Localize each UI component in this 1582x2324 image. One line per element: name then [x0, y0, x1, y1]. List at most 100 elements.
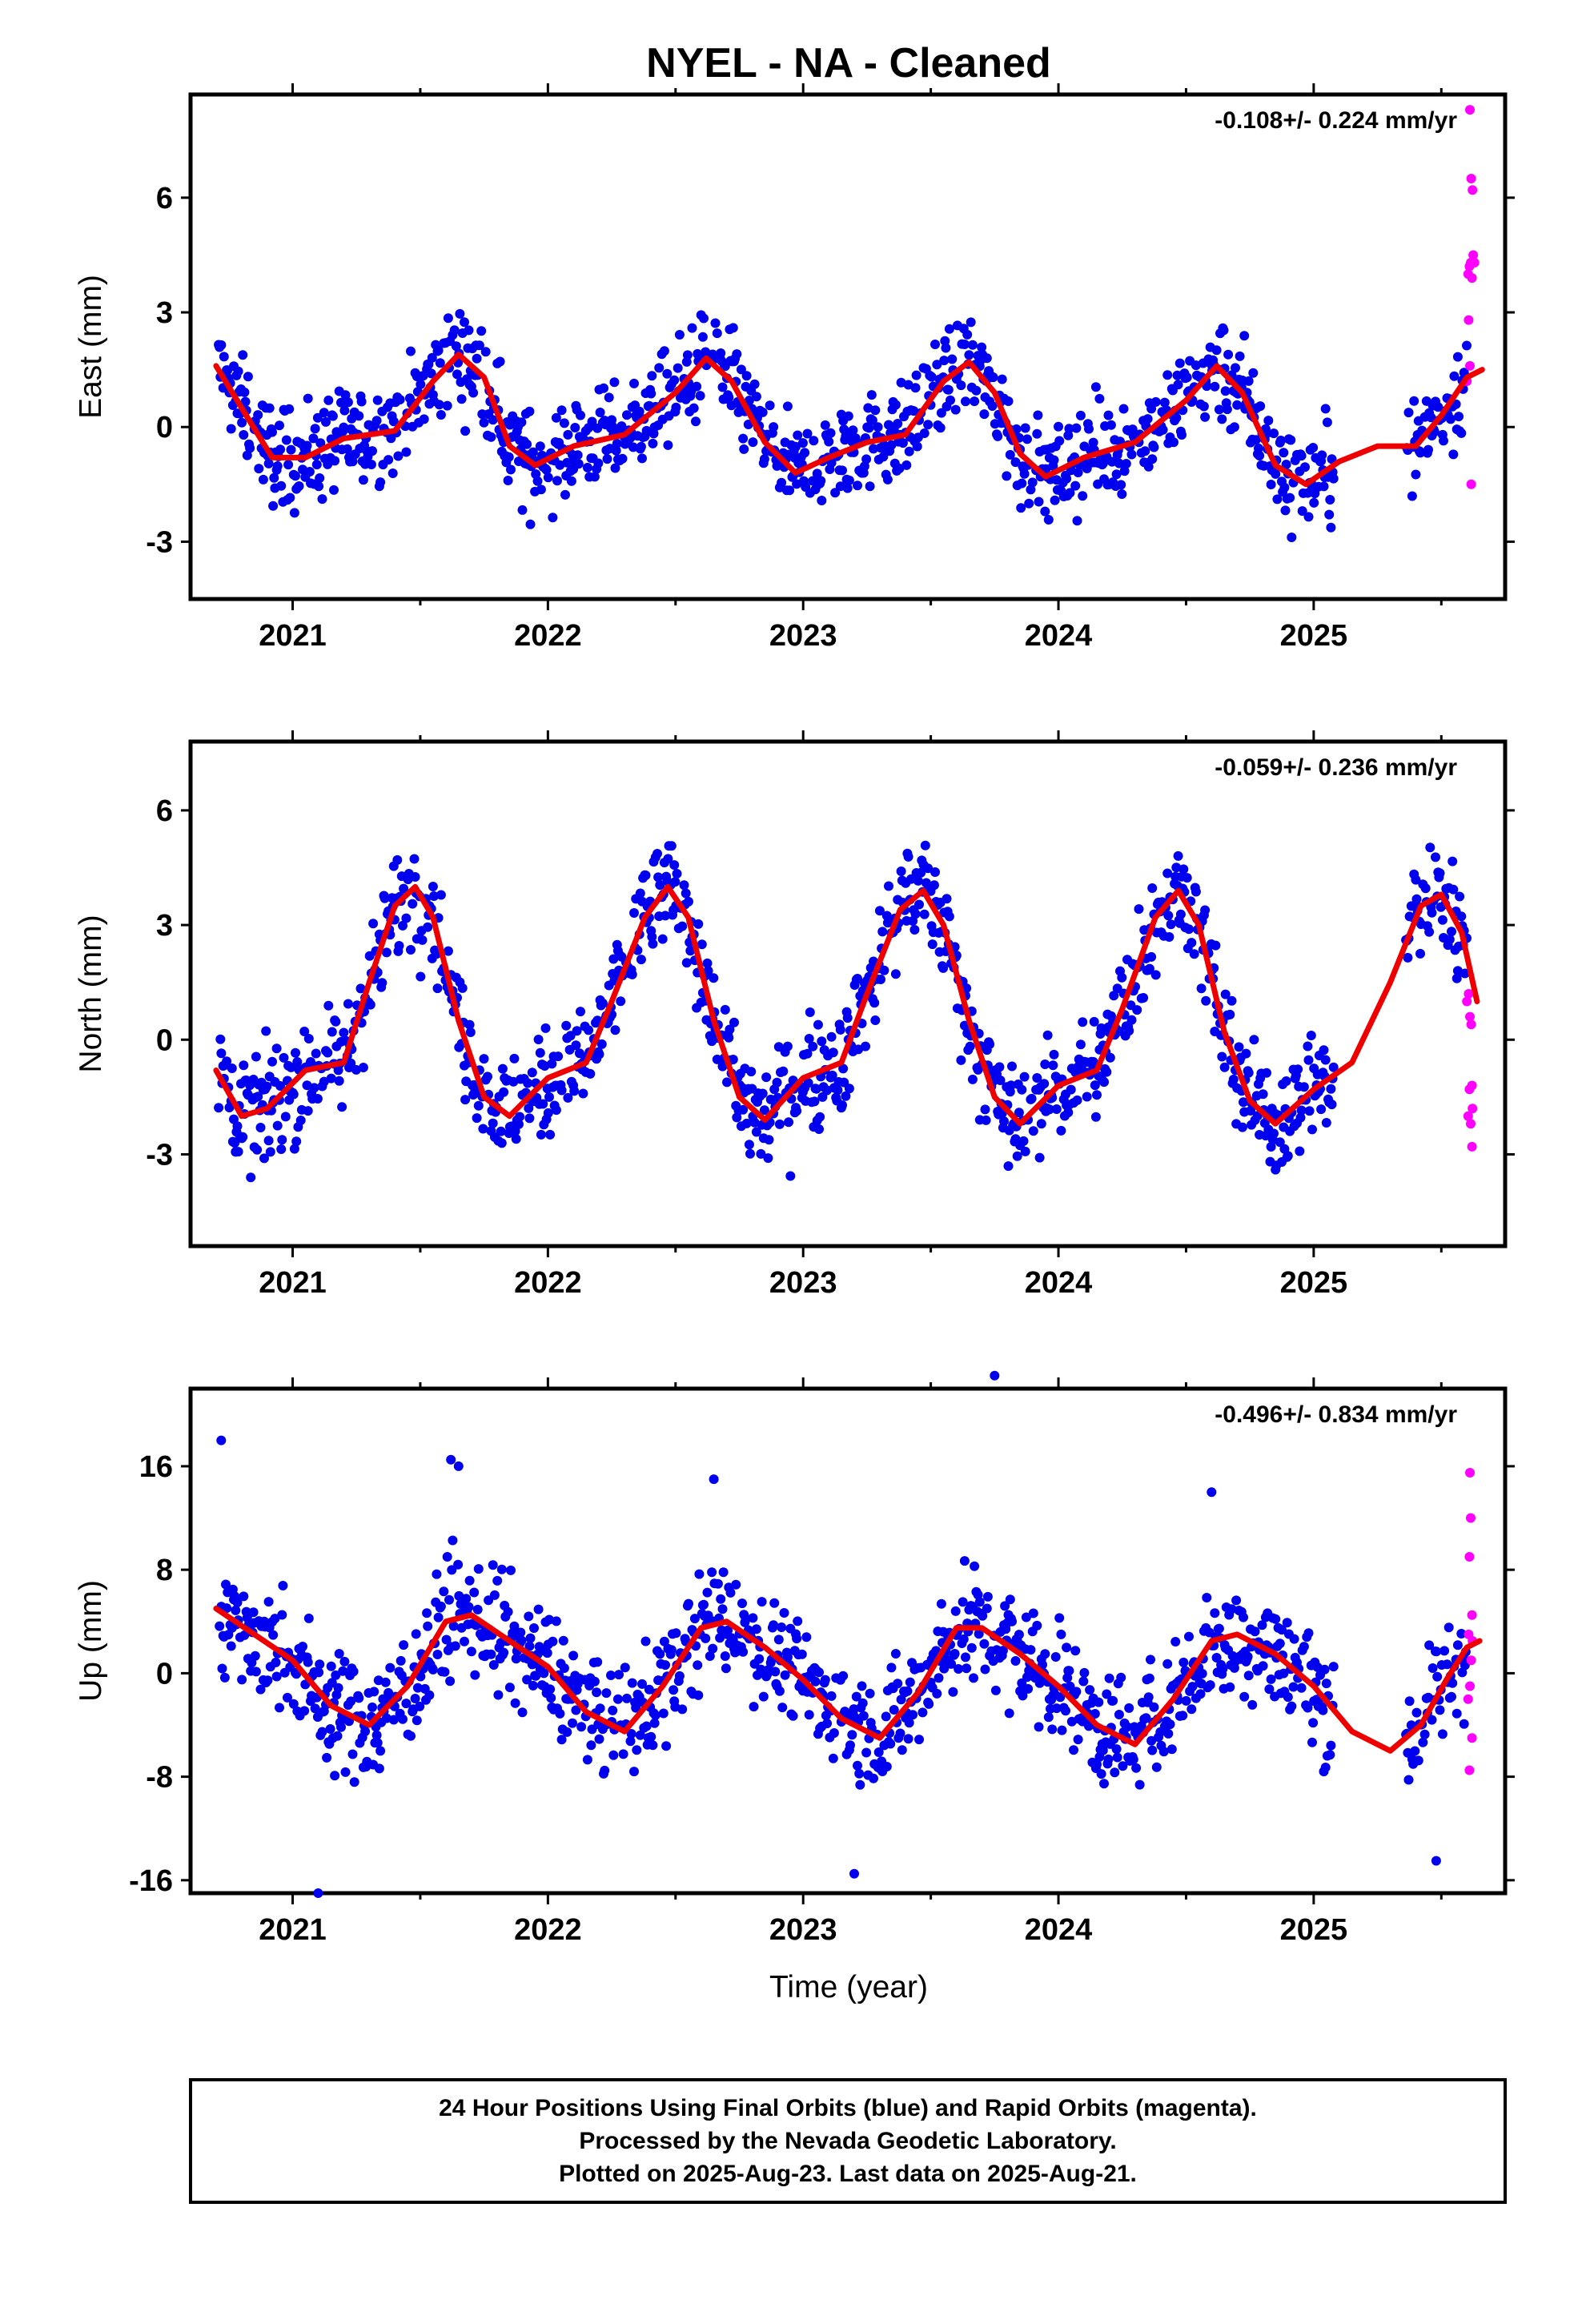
final-orbit-point [973, 1590, 983, 1600]
final-orbit-point [654, 363, 665, 373]
final-orbit-point [548, 513, 558, 523]
final-orbit-point [1325, 495, 1335, 505]
final-orbit-point [1021, 1612, 1031, 1622]
final-orbit-point [492, 1575, 503, 1586]
final-orbit-point [216, 1435, 227, 1445]
final-orbit-point [1158, 1747, 1169, 1757]
final-orbit-point [493, 1690, 504, 1700]
final-orbit-point [919, 909, 930, 919]
final-orbit-point [571, 1040, 581, 1051]
final-orbit-point [1279, 448, 1289, 458]
final-orbit-point [1219, 1062, 1230, 1072]
final-orbit-point [1321, 1679, 1331, 1689]
final-orbit-point [1432, 1671, 1443, 1682]
final-orbit-point [576, 410, 585, 420]
final-orbit-point [1090, 1080, 1100, 1091]
final-orbit-point [576, 1007, 585, 1017]
final-orbit-point [1078, 1017, 1088, 1027]
final-orbit-point [980, 1104, 990, 1115]
final-orbit-point [347, 456, 358, 467]
final-orbit-point [1094, 393, 1105, 404]
final-orbit-point [284, 404, 295, 414]
final-orbit-point [222, 1056, 232, 1067]
final-orbit-point [647, 371, 657, 381]
plot-frame [188, 92, 1508, 601]
final-orbit-point [1460, 968, 1470, 979]
final-orbit-point [893, 419, 903, 428]
final-orbit-point [1144, 1673, 1154, 1683]
final-orbit-point [432, 983, 443, 994]
final-orbit-point [434, 400, 444, 410]
final-orbit-point [371, 1730, 382, 1740]
rapid-orbit-point [1463, 1111, 1473, 1121]
final-orbit-point [239, 1630, 250, 1640]
final-orbit-point [275, 1081, 286, 1091]
final-orbit-point [1034, 497, 1044, 507]
final-orbit-point [1239, 1612, 1248, 1622]
final-orbit-point [527, 1068, 537, 1078]
final-orbit-point [317, 494, 327, 505]
final-orbit-point [967, 1074, 978, 1084]
final-orbit-point [354, 411, 364, 421]
final-orbit-point [950, 1649, 960, 1659]
final-orbit-point [543, 1108, 553, 1118]
final-orbit-point [388, 1715, 399, 1725]
final-orbit-point [238, 350, 248, 360]
final-orbit-point [893, 1679, 903, 1689]
final-orbit-point [246, 1172, 256, 1183]
final-orbit-point [894, 464, 905, 473]
final-orbit-point [1078, 491, 1088, 501]
final-orbit-point [1040, 1059, 1050, 1069]
final-orbit-point [1287, 533, 1297, 542]
final-orbit-point [717, 382, 728, 392]
final-orbit-point [1085, 1685, 1095, 1695]
final-orbit-point [833, 1085, 843, 1096]
final-orbit-point [449, 325, 460, 336]
final-orbit-point [889, 1705, 899, 1715]
final-orbit-point [1456, 428, 1467, 438]
final-orbit-point [483, 1072, 492, 1082]
final-orbit-point [659, 1636, 669, 1647]
final-orbit-point [596, 1039, 607, 1049]
final-orbit-point [1131, 1763, 1142, 1773]
model-fit-line [213, 352, 1485, 488]
final-orbit-point [674, 330, 685, 340]
final-orbit-point [367, 1702, 377, 1712]
final-orbit-point [1163, 1728, 1174, 1739]
final-orbit-point [1304, 1106, 1315, 1116]
final-orbit-point [661, 911, 670, 921]
x-axis-label: Time (year) [769, 1970, 928, 2004]
final-orbit-series [214, 308, 1472, 542]
final-orbit-point [524, 1103, 534, 1113]
final-orbit-point [869, 998, 880, 1008]
final-orbit-point [693, 1660, 703, 1671]
final-orbit-point [1280, 505, 1291, 516]
final-orbit-point [1255, 451, 1265, 460]
final-orbit-point [322, 1752, 332, 1763]
final-orbit-point [292, 1057, 303, 1067]
final-orbit-point [1124, 1026, 1134, 1036]
final-orbit-point [993, 431, 1003, 441]
final-orbit-point [757, 1597, 767, 1607]
final-orbit-point [886, 440, 897, 450]
final-orbit-point [1300, 462, 1310, 472]
final-orbit-point [1032, 1620, 1042, 1630]
final-orbit-point [1105, 1052, 1115, 1063]
final-orbit-point [233, 366, 243, 376]
final-orbit-point [243, 372, 253, 382]
final-orbit-point [1257, 1620, 1267, 1630]
final-orbit-point [769, 422, 779, 432]
final-orbit-point [793, 430, 803, 440]
final-orbit-point [1247, 1699, 1258, 1710]
final-orbit-point [1448, 884, 1459, 895]
final-orbit-point [671, 1628, 681, 1638]
final-orbit-point [278, 1581, 288, 1590]
y-tick-label: 0 [156, 1023, 173, 1057]
final-orbit-point [558, 1635, 568, 1646]
final-orbit-point [687, 323, 697, 333]
final-orbit-point [294, 481, 304, 491]
final-orbit-point [1241, 1048, 1251, 1059]
caption-line-3: Plotted on 2025-Aug-23. Last data on 202… [559, 2161, 1137, 2187]
final-orbit-point [646, 388, 656, 399]
final-orbit-point [422, 1608, 432, 1618]
